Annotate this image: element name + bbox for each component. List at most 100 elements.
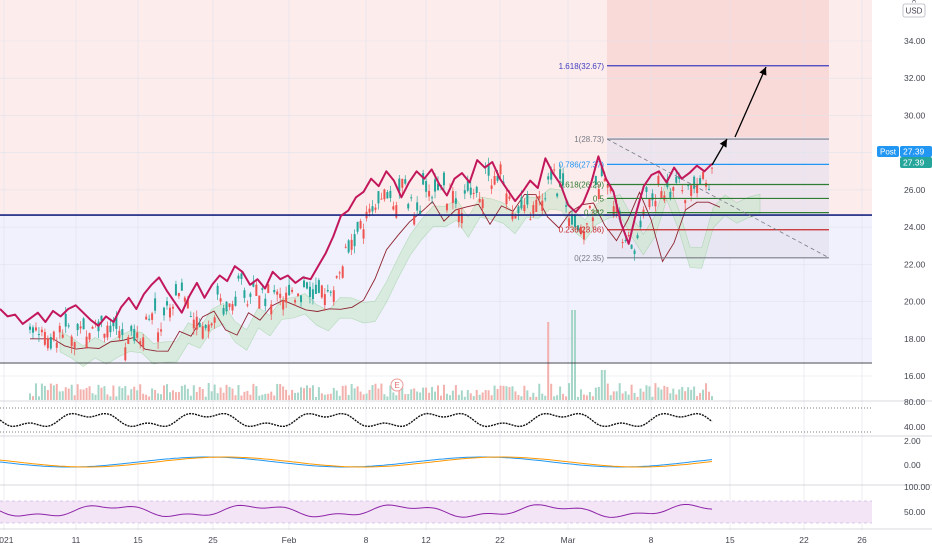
candle-body xyxy=(148,318,151,320)
volume-bar xyxy=(431,386,434,400)
time-tick-label: 15 xyxy=(725,535,735,545)
candle-body xyxy=(177,293,180,297)
candle-body xyxy=(160,329,163,332)
projection-arrows[interactable] xyxy=(711,66,767,166)
candle-body xyxy=(627,234,630,236)
candle-body xyxy=(100,315,103,321)
candle-body xyxy=(79,326,82,329)
volume-bar xyxy=(615,391,618,400)
candle-body xyxy=(270,304,273,315)
volume-bar xyxy=(705,383,708,400)
volume-bars xyxy=(29,310,713,400)
candle-body xyxy=(651,193,654,201)
volume-bar xyxy=(67,388,70,400)
candle-body xyxy=(621,242,624,244)
candle-body xyxy=(669,191,672,198)
volume-bar xyxy=(91,393,94,400)
volume-bar xyxy=(633,392,636,400)
candle-body xyxy=(168,307,171,318)
volume-bar xyxy=(404,394,407,400)
candle-body xyxy=(314,284,317,294)
time-tick-label: 12 xyxy=(421,535,431,545)
candle-body xyxy=(231,304,234,311)
volume-bar xyxy=(362,394,365,400)
volume-bar xyxy=(407,394,410,400)
candle-body xyxy=(481,199,484,209)
candle-body xyxy=(633,250,636,255)
volume-bar xyxy=(142,393,145,400)
volume-bar xyxy=(291,389,294,400)
candle-body xyxy=(300,295,303,303)
currency-label: USD xyxy=(906,7,923,16)
candle-body xyxy=(52,331,55,341)
volume-bar xyxy=(684,391,687,400)
candle-body xyxy=(320,285,323,298)
candle-body xyxy=(442,172,445,186)
candle-body xyxy=(46,338,49,349)
volume-bar xyxy=(332,387,335,400)
candle-body xyxy=(523,204,526,212)
candle-body xyxy=(538,196,541,199)
volume-bar xyxy=(347,394,350,400)
candle-body xyxy=(171,306,174,309)
candle-body xyxy=(291,289,294,292)
candle-body xyxy=(180,282,183,291)
candle-body xyxy=(648,199,651,208)
volume-bar xyxy=(645,385,648,400)
candle-body xyxy=(416,202,419,211)
volume-bar xyxy=(574,310,577,400)
volume-bar xyxy=(606,383,609,400)
candle-body xyxy=(660,191,663,198)
candle-body xyxy=(398,178,401,192)
grid-lines xyxy=(0,0,872,530)
volume-bar xyxy=(192,385,195,400)
volume-bar xyxy=(73,395,76,400)
volume-bar xyxy=(210,391,213,400)
fib-level-label: 0.786(27.37) xyxy=(559,160,605,169)
target-zone-box xyxy=(607,0,829,137)
candle-body xyxy=(225,301,228,312)
fibonacci-levels[interactable]: 1.618(32.67) 1(28.73) 0.786(27.37) 0.618(26… xyxy=(559,62,830,263)
candle-body xyxy=(556,193,559,197)
volume-bar xyxy=(326,394,329,400)
indicator-tick-label: 2.00 xyxy=(904,436,921,446)
candle-body xyxy=(383,189,386,200)
candle-body xyxy=(645,187,648,192)
candle-body xyxy=(630,244,633,249)
volume-bar xyxy=(591,396,594,400)
candle-body xyxy=(699,178,702,184)
fib-level-label: 0.236(23.86) xyxy=(559,226,605,235)
candle-body xyxy=(37,334,40,336)
volume-bar xyxy=(416,391,419,400)
volume-bar xyxy=(115,396,118,400)
volume-bar xyxy=(40,383,43,400)
volume-bar xyxy=(544,395,547,400)
currency-selector[interactable]: USD A xyxy=(902,0,926,18)
volume-bar xyxy=(279,384,282,400)
candle-body xyxy=(559,169,562,179)
candle-body xyxy=(192,319,195,329)
volume-bar xyxy=(29,393,31,400)
volume-bar xyxy=(282,386,285,400)
earnings-marker[interactable] xyxy=(390,378,404,392)
candle-body xyxy=(85,336,88,348)
volume-bar xyxy=(31,396,34,400)
candle-body xyxy=(261,288,264,290)
post-price-tag: Post 27.39 xyxy=(877,146,932,157)
time-axis[interactable]: 2021 11 15 25 Feb 8 12 22 Mar 8 15 22 26 xyxy=(0,535,867,545)
candle-body xyxy=(264,298,267,307)
time-tick-label: Mar xyxy=(561,535,576,545)
candle-body xyxy=(67,325,70,327)
candle-body xyxy=(163,307,166,316)
candle-body xyxy=(276,291,279,295)
volume-bar xyxy=(675,394,678,400)
candle-body xyxy=(672,187,675,191)
volume-bar xyxy=(597,386,600,400)
candle-body xyxy=(189,316,192,318)
time-tick-label: 8 xyxy=(364,535,369,545)
candle-body xyxy=(451,191,454,203)
volume-bar xyxy=(371,385,374,400)
volume-bar xyxy=(654,383,657,400)
candle-body xyxy=(550,169,553,180)
